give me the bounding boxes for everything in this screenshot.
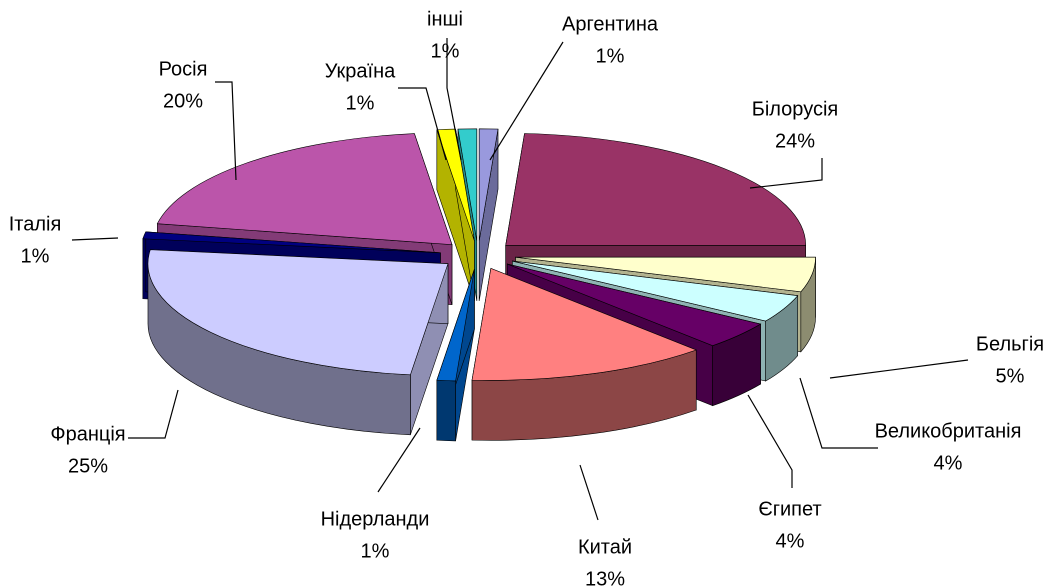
slice-label: Великобританія [875,420,1022,442]
slice-value-label: 1% [431,40,460,62]
slice-label: Італія [9,213,62,235]
slice-label: Єгипет [758,498,821,520]
slice-value-label: 1% [21,245,50,267]
slice-label: Білорусія [752,98,839,120]
slice-label: Бельгія [976,333,1044,355]
slice [147,249,449,436]
slice-top [457,128,478,241]
slice-top [436,269,475,382]
slice-top [512,260,799,322]
slice-value-label: 13% [585,568,625,587]
leader-line [71,237,119,241]
slice-top [156,133,453,245]
slice [478,128,499,301]
slice [471,267,698,441]
slice-top [142,231,441,254]
leader-line [829,359,969,379]
leader-line [446,38,462,161]
slice-top [478,128,499,241]
slice-label: Китай [578,536,632,558]
slice-value-label: 24% [775,130,815,152]
slice [436,269,475,442]
slice-value-label: 1% [346,92,375,114]
slice-label: інші [427,8,463,30]
slice-value-label: 1% [361,540,390,562]
slice-top [507,263,762,347]
slice-value-label: 1% [596,45,625,67]
leader-line [749,158,823,189]
slice-top [471,267,698,381]
slice-top [505,133,807,246]
slice-label: Україна [325,60,396,82]
slice-value-label: 20% [163,90,203,112]
slice-label: Нідерланди [321,508,430,530]
leader-line [579,464,599,521]
slice-top [515,256,816,293]
slice-value-label: 5% [996,365,1025,387]
leader-line [799,377,878,449]
slice-value-label: 4% [776,530,805,552]
leader-line [489,41,564,161]
slice-label: Росія [159,58,208,80]
leader-line [747,394,793,488]
slice-value-label: 25% [68,455,108,477]
leader-line [215,81,237,181]
leader-line [377,427,421,493]
slice-label: Аргентина [562,13,659,35]
slice-value-label: 4% [934,452,963,474]
slice-top [147,249,449,376]
leader-line [398,87,447,161]
leader-line [128,389,179,439]
slice-label: Франція [50,423,125,445]
slice-side [436,379,456,442]
